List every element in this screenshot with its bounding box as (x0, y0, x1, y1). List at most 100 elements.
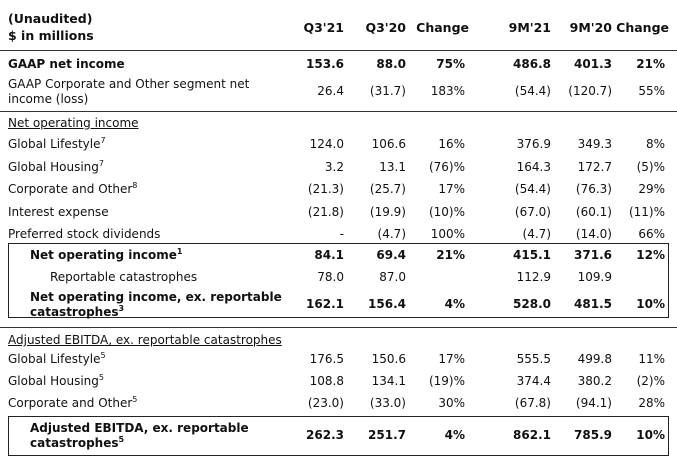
row-label-line: GAAP Corporate and Other segment net (8, 77, 250, 91)
cell-value: (11)% (628, 204, 665, 219)
cell-value: 11% (638, 352, 665, 366)
row-label-line: catastrophes (30, 305, 119, 319)
cell-value: 13.1 (379, 159, 406, 174)
header-divider (0, 50, 677, 51)
section-title-noi: Net operating income (8, 116, 139, 130)
cell-value: 164.3 (516, 159, 551, 174)
row-label: Preferred stock dividends (8, 227, 160, 242)
row-label: Interest expense (8, 205, 109, 220)
cell-value: 4% (444, 297, 465, 311)
cell-value: 108.8 (309, 374, 344, 388)
cell-value: 785.9 (574, 428, 612, 442)
column-header: Change (616, 20, 669, 35)
footnote-mark: 5 (132, 395, 138, 404)
cell-value: (10)% (428, 204, 465, 219)
cell-value: 415.1 (513, 248, 551, 262)
cell-value: 251.7 (368, 428, 406, 442)
footnote-mark: 5 (100, 351, 106, 360)
cell-value: (14.0) (575, 227, 612, 241)
column-header: Change (416, 20, 469, 35)
column-header: 9M'21 (508, 20, 551, 35)
footnote-mark: 8 (132, 181, 138, 190)
cell-value: 486.8 (513, 57, 551, 71)
row-label: Global Housing5 (8, 374, 104, 389)
row-label-text: Net operating income (30, 248, 177, 262)
header-units: $ in millions (8, 28, 94, 43)
cell-value: (54.4) (514, 182, 551, 196)
section-title-ebitda: Adjusted EBITDA, ex. reportable catastro… (8, 333, 282, 347)
row-label-text: Interest expense (8, 204, 109, 219)
cell-value: (76)% (428, 159, 465, 174)
row-label: Global Lifestyle5 (8, 352, 106, 367)
column-header: Q3'20 (365, 20, 406, 35)
cell-value: 499.8 (577, 352, 612, 366)
row-label: Global Housing7 (8, 159, 104, 175)
cell-value: 371.6 (574, 248, 612, 262)
cell-value: 376.9 (516, 137, 551, 151)
cell-value: 162.1 (306, 297, 344, 311)
row-label-text: Global Housing (8, 159, 99, 174)
cell-value: 21% (636, 57, 665, 71)
row-label-text: Reportable catastrophes (50, 270, 198, 284)
row-label-line: income (loss) (8, 92, 89, 106)
row-label: Net operating income1 (30, 248, 182, 263)
footnote-mark: 3 (118, 304, 125, 313)
cell-value: 10% (636, 428, 665, 442)
row-label-text: Global Lifestyle (8, 137, 101, 151)
cell-value: 183% (430, 84, 465, 98)
cell-value: 150.6 (371, 352, 406, 366)
cell-value: 84.1 (314, 248, 344, 262)
cell-value: 528.0 (513, 297, 551, 311)
cell-value: (21.8) (307, 204, 344, 219)
footnote-mark: 7 (100, 136, 106, 145)
cell-value: 30% (438, 396, 465, 410)
row-label-line: Adjusted EBITDA, ex. reportable (30, 421, 249, 435)
cell-value: 17% (438, 352, 465, 366)
cell-value: (33.0) (369, 396, 406, 410)
cell-value: 134.1 (371, 374, 406, 388)
cell-value: (94.1) (575, 396, 612, 410)
column-header: Q3'21 (303, 20, 344, 35)
cell-value: (60.1) (575, 204, 612, 219)
cell-value: 262.3 (306, 428, 344, 442)
footnote-mark: 5 (118, 435, 125, 444)
row-label: Reportable catastrophes (50, 270, 197, 285)
cell-value: 3.2 (324, 159, 344, 174)
row-label-text: Corporate and Other (8, 182, 133, 196)
footnote-mark: 5 (98, 373, 104, 382)
column-header: 9M'20 (569, 20, 612, 35)
row-label: Net operating income, ex. reportable cata… (30, 290, 282, 320)
row-label-text: GAAP net income (8, 57, 125, 71)
row-label-text: Preferred stock dividends (8, 227, 161, 241)
cell-value: 555.5 (516, 352, 551, 366)
cell-value: 28% (638, 396, 665, 410)
noi-total-box (8, 243, 669, 318)
cell-value: (21.3) (307, 182, 344, 196)
section-divider (0, 111, 677, 112)
footnote-mark: 1 (176, 247, 183, 256)
cell-value: 66% (638, 227, 665, 241)
cell-value: 87.0 (379, 270, 406, 284)
cell-value: 112.9 (516, 270, 551, 284)
cell-value: 109.9 (577, 270, 612, 284)
cell-value: 21% (436, 248, 465, 262)
cell-value: (23.0) (307, 396, 344, 410)
row-label: Corporate and Other5 (8, 396, 137, 411)
cell-value: 124.0 (309, 137, 344, 151)
header-unaudited: (Unaudited) (8, 11, 93, 26)
cell-value: 156.4 (368, 297, 406, 311)
cell-value: 29% (638, 182, 665, 196)
cell-value: 88.0 (376, 57, 406, 71)
cell-value: 401.3 (574, 57, 612, 71)
cell-value: (19)% (428, 374, 465, 388)
cell-value: (25.7) (369, 182, 406, 196)
cell-value: (67.8) (514, 396, 551, 410)
cell-value: 75% (436, 57, 465, 71)
row-label-line: catastrophes (30, 436, 119, 450)
cell-value: (19.9) (369, 204, 406, 219)
cell-value: 26.4 (317, 84, 344, 98)
cell-value: (120.7) (568, 84, 612, 98)
cell-value: (2)% (636, 374, 665, 388)
cell-value: 176.5 (309, 352, 344, 366)
